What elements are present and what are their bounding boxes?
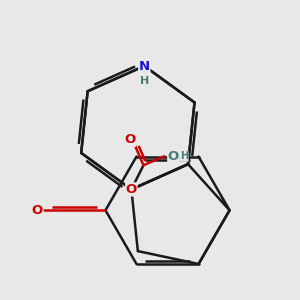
Text: H: H [180,151,188,161]
Text: O: O [126,183,137,196]
Text: H: H [140,76,149,86]
Text: O: O [124,133,136,146]
Text: N: N [139,59,150,73]
Text: O: O [32,204,43,217]
Text: O: O [168,150,179,163]
